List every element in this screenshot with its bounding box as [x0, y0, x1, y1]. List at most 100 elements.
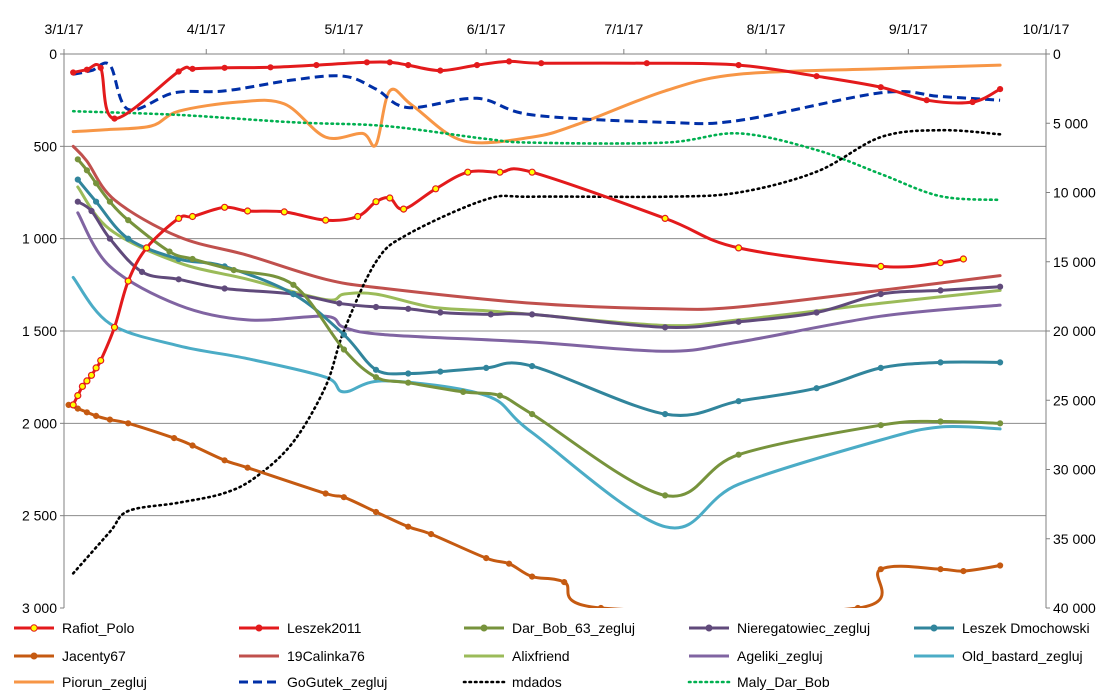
data-point: [336, 300, 343, 307]
data-point: [322, 216, 330, 224]
legend-label: 19Calinka76: [287, 648, 365, 664]
axes: 0 500 1 000 1 500 2 000 2 500 3 000 0 5 000 10 00…: [22, 21, 1096, 616]
data-point: [92, 198, 100, 205]
legend-item-maly-dar-bob: Maly_Dar_Bob: [687, 674, 830, 690]
data-point: [166, 248, 173, 255]
y-right-tick-label: 20 000: [1053, 323, 1096, 339]
data-point: [969, 98, 976, 106]
legend-item-nieregatowiec-zegluj: Nieregatowiec_zegluj: [689, 620, 870, 636]
series-mdados: [71, 128, 1002, 575]
legend-item-piorun-zegluj: Piorun_zegluj: [14, 674, 147, 690]
legend-marker: [255, 624, 263, 632]
legend-item-ageliki-zegluj: Ageliki_zegluj: [689, 648, 823, 664]
legend-label: Nieregatowiec_zegluj: [737, 620, 870, 636]
data-point: [400, 205, 408, 213]
data-point: [125, 217, 132, 224]
data-point: [92, 364, 100, 372]
data-point: [386, 59, 393, 66]
data-point: [937, 566, 944, 573]
y-right-tick-label: 15 000: [1053, 254, 1096, 270]
data-point: [428, 530, 435, 538]
data-point: [937, 418, 944, 425]
legend-label: Piorun_zegluj: [62, 674, 147, 690]
legend-marker: [30, 652, 38, 660]
data-point: [244, 464, 251, 471]
legend-label: Leszek Dmochowski: [962, 620, 1090, 636]
data-point: [83, 66, 90, 73]
data-point: [487, 311, 494, 318]
data-point: [74, 405, 81, 412]
y-left-tick-label: 0: [49, 46, 57, 62]
data-point: [405, 305, 412, 312]
data-point: [125, 420, 132, 427]
data-point: [290, 291, 297, 298]
data-point: [877, 262, 885, 270]
data-point: [74, 156, 81, 163]
data-point: [322, 490, 329, 497]
data-point: [877, 566, 884, 573]
data-point: [661, 324, 669, 331]
data-point: [996, 359, 1004, 366]
legend-item-old-bastard-zegluj: Old_bastard_zegluj: [914, 648, 1083, 664]
data-point: [92, 412, 100, 420]
data-point: [813, 309, 820, 316]
legend-marker: [930, 624, 938, 632]
data-point: [189, 65, 196, 72]
data-point: [244, 207, 252, 215]
data-point: [405, 379, 412, 386]
data-point: [372, 303, 380, 311]
series-dar-bob-63-zegluj: [74, 156, 1004, 499]
series-nieregatowiec-zegluj: [74, 198, 1004, 331]
legend-label: Dar_Bob_63_zegluj: [512, 620, 635, 636]
data-point: [340, 331, 348, 338]
x-tick-label: 5/1/17: [324, 21, 363, 37]
data-point: [70, 69, 77, 76]
data-point: [106, 235, 113, 242]
data-point: [496, 168, 504, 176]
series-line-leszek2011: [71, 59, 1002, 121]
series-gogutek-zegluj: [72, 61, 1001, 126]
data-point: [372, 508, 380, 516]
x-tick-label: 6/1/17: [467, 21, 506, 37]
data-point: [171, 435, 178, 442]
x-tick-label: 10/1/17: [1023, 21, 1070, 37]
series-maly-dar-bob: [71, 109, 1002, 202]
y-right-tick-label: 5 000: [1053, 115, 1088, 131]
data-point: [125, 235, 132, 242]
data-point: [996, 283, 1004, 290]
legend-item-leszek2011: Leszek2011: [239, 620, 362, 636]
data-point: [405, 523, 412, 530]
data-point: [437, 309, 444, 316]
data-point: [405, 370, 412, 377]
x-tick-label: 3/1/17: [45, 21, 84, 37]
series-line-19calinka76: [71, 144, 1002, 311]
series-leszek2011: [70, 58, 1004, 122]
data-point: [959, 255, 968, 263]
data-point: [354, 212, 362, 221]
data-point: [87, 371, 96, 379]
data-point: [643, 60, 650, 67]
data-point: [877, 364, 884, 372]
data-point: [877, 291, 884, 298]
legend-item-19calinka76: 19Calinka76: [239, 648, 365, 664]
legend-label: Jacenty67: [62, 648, 126, 664]
x-tick-label: 9/1/17: [889, 21, 928, 37]
data-point: [340, 494, 348, 501]
data-point: [175, 276, 182, 283]
data-point: [996, 562, 1004, 569]
data-point: [97, 64, 104, 71]
legend-item-rafiot-polo: Rafiot_Polo: [14, 620, 135, 636]
data-point: [735, 398, 742, 405]
data-point: [506, 560, 513, 567]
series-line-alixfriend: [76, 185, 1002, 328]
data-point: [661, 492, 669, 499]
data-point: [340, 346, 348, 353]
legend-item-leszek-dmochowski: Leszek Dmochowski: [914, 620, 1090, 636]
legend-label: mdados: [512, 674, 562, 690]
data-point: [78, 382, 87, 390]
data-point: [83, 409, 90, 416]
data-point: [506, 58, 513, 65]
data-point: [83, 377, 91, 385]
data-point: [221, 285, 228, 292]
